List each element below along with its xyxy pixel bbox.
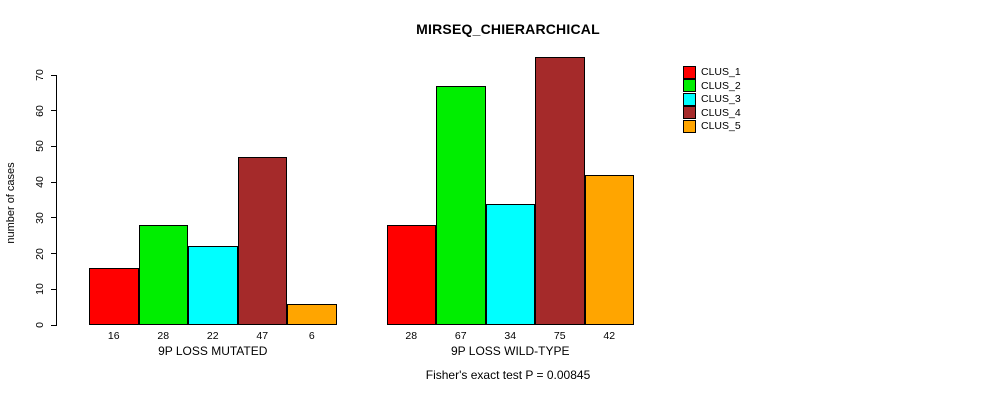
legend-swatch-icon	[683, 106, 696, 119]
legend-item: CLUS_1	[683, 65, 741, 79]
legend-label: CLUS_3	[701, 93, 741, 105]
bar	[237, 157, 287, 325]
bar-value-label: 75	[553, 330, 566, 342]
legend-label: CLUS_2	[701, 79, 741, 92]
y-axis-tick	[51, 145, 57, 147]
bar-value-label: 22	[206, 330, 219, 342]
bar-value-label: 42	[603, 330, 616, 342]
bar-value-label: 34	[504, 330, 517, 342]
legend-label: CLUS_5	[701, 120, 741, 132]
y-axis-tick	[51, 181, 57, 183]
bar-value-label: 28	[405, 330, 418, 342]
bar	[386, 225, 436, 325]
legend-item: CLUS_4	[683, 106, 741, 119]
bar-value-label: 6	[308, 330, 315, 342]
y-axis-tick	[51, 253, 57, 255]
legend-swatch-icon	[683, 92, 696, 106]
bar	[188, 246, 238, 325]
chart-title: MIRSEQ_CHIERARCHICAL	[416, 21, 600, 37]
x-group-label: 9P LOSS MUTATED	[158, 344, 268, 358]
legend-item: CLUS_2	[683, 79, 741, 92]
legend-item: CLUS_5	[683, 119, 741, 133]
y-axis-tick	[51, 74, 57, 76]
bar-value-label: 28	[157, 330, 170, 342]
y-axis-tick	[51, 288, 57, 290]
bar	[485, 203, 535, 325]
bar	[436, 85, 486, 325]
legend-label: CLUS_1	[701, 66, 741, 78]
bar	[584, 175, 634, 325]
bar-value-label: 47	[256, 330, 269, 342]
legend-item: CLUS_3	[683, 92, 741, 106]
bar	[89, 267, 139, 325]
bar	[138, 225, 188, 325]
y-axis-line	[56, 75, 57, 325]
legend-swatch-icon	[683, 65, 696, 79]
bar	[535, 57, 585, 325]
y-axis-tick	[51, 217, 57, 219]
legend-swatch-icon	[683, 79, 696, 92]
x-group-label: 9P LOSS WILD-TYPE	[451, 344, 570, 358]
bar-value-label: 16	[107, 330, 120, 342]
legend-label: CLUS_4	[701, 106, 741, 119]
y-axis-tick	[51, 324, 57, 326]
footnote-text: Fisher's exact test P = 0.00845	[425, 368, 591, 382]
bar	[287, 303, 337, 325]
y-axis-tick	[51, 110, 57, 112]
legend-swatch-icon	[683, 119, 696, 133]
bar-value-label: 67	[454, 330, 467, 342]
